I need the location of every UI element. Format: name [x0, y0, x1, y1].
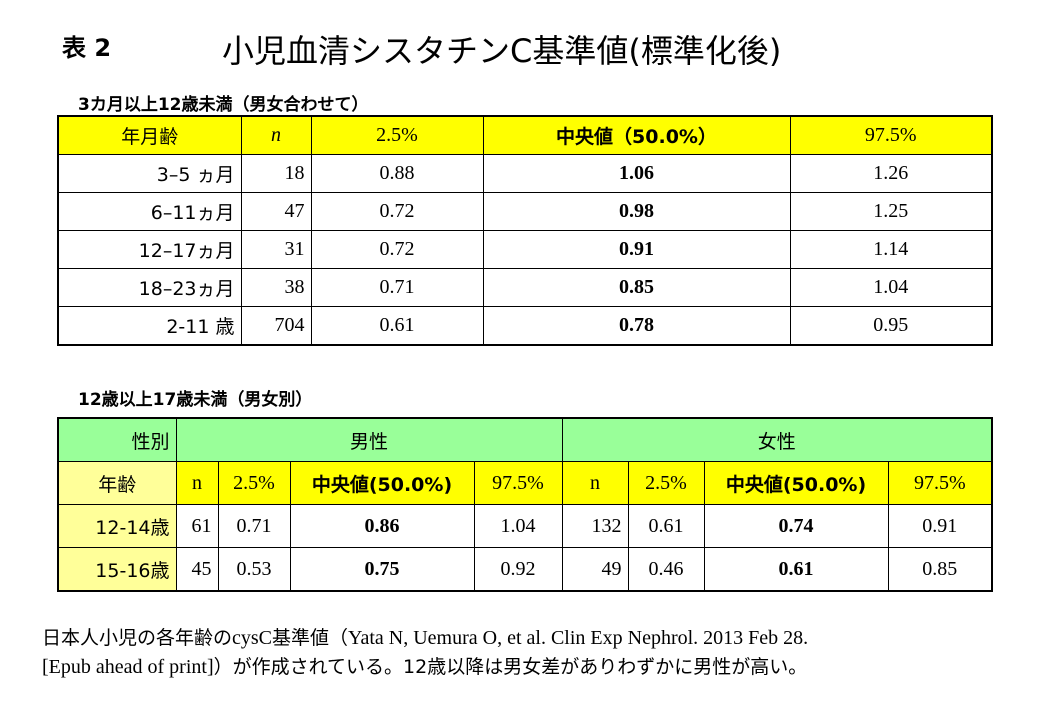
age-cell: 3–5 ヵ月	[57, 154, 242, 193]
table-row: 2-11 歳 704 0.61 0.78 0.95	[57, 306, 993, 346]
table-number: 表 2	[62, 34, 112, 62]
p97-5-cell: 1.14	[789, 230, 993, 269]
col-header-n: n	[240, 115, 312, 155]
col-header-female-p2-5: 2.5%	[627, 461, 705, 505]
p2-5-cell: 0.61	[310, 306, 484, 346]
n-cell: 704	[240, 306, 312, 346]
p97-5-cell: 0.95	[789, 306, 993, 346]
sex-label: 性別	[57, 417, 177, 462]
col-header-male-p2-5: 2.5%	[217, 461, 291, 505]
footnote-line-1: 日本人小児の各年齢のcysC基準値（Yata N, Uemura O, et a…	[42, 624, 1032, 653]
male-p2-5-cell: 0.71	[217, 504, 291, 548]
female-median-cell: 0.74	[703, 504, 889, 548]
table-row: 12-14歳 61 0.71 0.86 1.04 132 0.61 0.74 0…	[57, 504, 993, 548]
female-median-cell: 0.61	[703, 547, 889, 592]
footnote-text: ）が作成されている。12歳以降は男女差がありわずかに男性が高い。	[213, 656, 808, 678]
age-cell: 12–17ヵ月	[57, 230, 242, 269]
table2-caption: 12歳以上17歳未満（男女別）	[78, 390, 313, 410]
footnote-line-2: [Epub ahead of print]）が作成されている。12歳以降は男女差…	[42, 653, 1032, 682]
col-header-p2-5: 2.5%	[310, 115, 484, 155]
table-combined-ages: 年月齢 n 2.5% 中央値（50.0%） 97.5% 3–5 ヵ月 18 0.…	[57, 115, 993, 346]
male-p97-5-cell: 0.92	[473, 547, 563, 592]
col-header-female-n: n	[561, 461, 629, 505]
col-header-male-p97-5: 97.5%	[473, 461, 563, 505]
male-header: 男性	[175, 417, 563, 462]
col-header-age: 年月齢	[57, 115, 242, 155]
age-cell: 2-11 歳	[57, 306, 242, 346]
n-cell: 47	[240, 192, 312, 231]
male-median-cell: 0.86	[289, 504, 475, 548]
age-cell: 18–23ヵ月	[57, 268, 242, 307]
col-header-female-p97-5: 97.5%	[887, 461, 993, 505]
p97-5-cell: 1.26	[789, 154, 993, 193]
female-p97-5-cell: 0.85	[887, 547, 993, 592]
table-by-sex: 性別 男性 女性 年齢 n 2.5% 中央値(50.0%) 97.5% n 2.…	[57, 417, 994, 592]
median-cell: 0.91	[482, 230, 791, 269]
male-n-cell: 61	[175, 504, 219, 548]
male-n-cell: 45	[175, 547, 219, 592]
col-header-median: 中央値（50.0%）	[482, 115, 791, 155]
female-p2-5-cell: 0.61	[627, 504, 705, 548]
col-header-female-median: 中央値(50.0%)	[703, 461, 889, 505]
table-header-row: 年月齢 n 2.5% 中央値（50.0%） 97.5%	[57, 115, 993, 155]
table-row: 18–23ヵ月 38 0.71 0.85 1.04	[57, 268, 993, 307]
female-header: 女性	[561, 417, 993, 462]
page-title: 小児血清シスタチンC基準値(標準化後)	[222, 32, 782, 70]
p97-5-cell: 1.04	[789, 268, 993, 307]
median-cell: 0.85	[482, 268, 791, 307]
n-cell: 18	[240, 154, 312, 193]
table1-caption: 3カ月以上12歳未満（男女合わせて）	[78, 95, 369, 115]
n-cell: 38	[240, 268, 312, 307]
female-p2-5-cell: 0.46	[627, 547, 705, 592]
male-p97-5-cell: 1.04	[473, 504, 563, 548]
table-row: 12–17ヵ月 31 0.72 0.91 1.14	[57, 230, 993, 269]
age-cell: 6–11ヵ月	[57, 192, 242, 231]
table-row: 3–5 ヵ月 18 0.88 1.06 1.26	[57, 154, 993, 193]
table-row: 15-16歳 45 0.53 0.75 0.92 49 0.46 0.61 0.…	[57, 547, 993, 592]
age-cell: 15-16歳	[57, 547, 177, 592]
sex-header-row: 性別 男性 女性	[57, 417, 993, 462]
p97-5-cell: 1.25	[789, 192, 993, 231]
p2-5-cell: 0.71	[310, 268, 484, 307]
p2-5-cell: 0.72	[310, 230, 484, 269]
median-cell: 0.98	[482, 192, 791, 231]
p2-5-cell: 0.88	[310, 154, 484, 193]
col-header-male-median: 中央値(50.0%)	[289, 461, 475, 505]
footnote: 日本人小児の各年齢のcysC基準値（Yata N, Uemura O, et a…	[42, 624, 1032, 682]
footnote-cysc: cysC	[232, 627, 273, 649]
female-n-cell: 49	[561, 547, 629, 592]
footnote-text: 基準値（	[272, 627, 349, 649]
male-median-cell: 0.75	[289, 547, 475, 592]
col-header-age: 年齢	[57, 461, 177, 505]
table-row: 6–11ヵ月 47 0.72 0.98 1.25	[57, 192, 993, 231]
median-cell: 0.78	[482, 306, 791, 346]
female-n-cell: 132	[561, 504, 629, 548]
col-header-male-n: n	[175, 461, 219, 505]
age-cell: 12-14歳	[57, 504, 177, 548]
footnote-text: 日本人小児の各年齢の	[42, 627, 233, 649]
median-cell: 1.06	[482, 154, 791, 193]
female-p97-5-cell: 0.91	[887, 504, 993, 548]
footnote-reference: Yata N, Uemura O, et al. Clin Exp Nephro…	[348, 627, 809, 649]
male-p2-5-cell: 0.53	[217, 547, 291, 592]
table-header-row: 年齢 n 2.5% 中央値(50.0%) 97.5% n 2.5% 中央値(50…	[57, 461, 993, 505]
n-cell: 31	[240, 230, 312, 269]
p2-5-cell: 0.72	[310, 192, 484, 231]
col-header-p97-5: 97.5%	[789, 115, 993, 155]
footnote-reference: [Epub ahead of print]	[42, 656, 214, 678]
